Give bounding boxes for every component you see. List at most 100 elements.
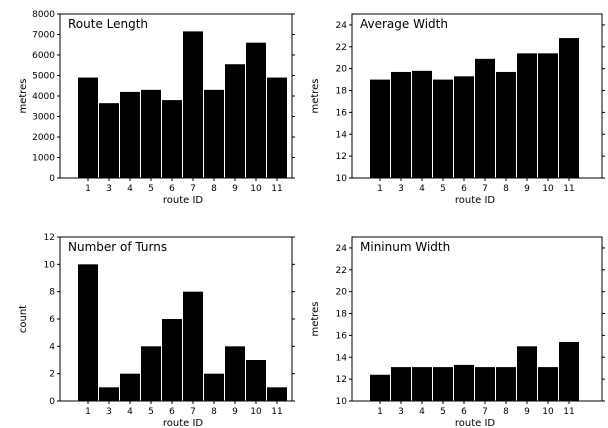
bar-3 (391, 367, 411, 401)
plot-frame (351, 236, 603, 402)
chart-panel-4: 1 3 4 5 6 7 8 9 10 11 10 12 14 16 18 20 22 24 Mininum Widt… (310, 236, 605, 428)
bar-4 (412, 70, 432, 178)
x-tick-label: 8 (211, 184, 217, 194)
bar-1 (370, 374, 390, 401)
x-tick-label: 10 (542, 407, 554, 417)
x-tick-label: 3 (106, 407, 112, 417)
bar-10 (538, 367, 558, 401)
bar-6 (162, 100, 182, 178)
y-tick-label: 12 (336, 152, 347, 162)
x-tick-label: 11 (271, 407, 282, 417)
y-tick-label: 18 (336, 87, 348, 97)
x-axis-label: route ID (455, 418, 496, 428)
x-tick-label: 9 (524, 184, 530, 194)
bar-10 (538, 53, 558, 178)
x-tick-label: 9 (232, 184, 238, 194)
x-tick-label: 9 (232, 407, 238, 417)
x-tick-label: 3 (398, 184, 404, 194)
y-tick-label: 6000 (32, 51, 55, 61)
y-tick-label: 12 (44, 233, 55, 243)
bar-3 (99, 103, 119, 178)
x-tick-label: 11 (271, 184, 282, 194)
bar-1 (370, 79, 390, 178)
y-tick-label: 0 (49, 174, 55, 184)
x-axis-label: route ID (163, 418, 204, 428)
x-tick-label: 3 (106, 184, 112, 194)
y-tick-label: 7000 (32, 31, 55, 41)
x-axis-label: route ID (163, 195, 204, 206)
panel-title: Average Width (360, 17, 448, 31)
x-tick-label: 8 (503, 407, 509, 417)
x-tick-label: 7 (482, 184, 488, 194)
x-tick-label: 4 (419, 407, 425, 417)
x-tick-label: 10 (250, 407, 262, 417)
x-tick-label: 6 (461, 407, 467, 417)
chart-panel-1: 1 3 4 5 6 7 8 9 10 11 0 1000 2000 3000 4000 5000 6000 700… (18, 10, 295, 206)
y-tick-label: 14 (336, 130, 348, 140)
y-tick-label: 1000 (32, 154, 55, 164)
chart-panel-3: 1 3 4 5 6 7 8 9 10 11 0 2 4 6 8 10 12 Number of Turns rout… (18, 233, 295, 428)
y-tick-label: 16 (336, 108, 348, 118)
x-tick-label: 4 (419, 184, 425, 194)
x-tick-label: 10 (542, 184, 554, 194)
x-tick-label: 7 (190, 184, 196, 194)
y-tick-label: 10 (44, 260, 56, 270)
panel-title: Route Length (68, 17, 148, 31)
x-tick-label: 1 (377, 184, 383, 194)
y-tick-label: 4 (49, 342, 55, 352)
y-tick-label: 20 (336, 65, 348, 75)
x-tick-label: 7 (482, 407, 488, 417)
plot-frame (351, 13, 603, 179)
x-tick-label: 8 (211, 407, 217, 417)
bar-9 (225, 64, 245, 178)
y-tick-label: 5000 (32, 72, 55, 82)
panel-title: Number of Turns (68, 240, 167, 254)
y-axis-label: metres (310, 301, 321, 336)
bar-7 (475, 58, 495, 178)
x-tick-label: 9 (524, 407, 530, 417)
x-tick-label: 4 (127, 407, 133, 417)
y-axis-label: count (18, 305, 29, 333)
y-tick-label: 20 (336, 288, 348, 298)
y-tick-label: 3000 (32, 113, 55, 123)
y-tick-label: 24 (336, 244, 348, 254)
bar-10 (246, 42, 266, 179)
x-tick-label: 5 (440, 184, 446, 194)
bar-9 (225, 346, 245, 401)
y-tick-label: 12 (336, 375, 347, 385)
x-tick-label: 10 (250, 184, 262, 194)
bar-1 (78, 77, 98, 178)
bar-8 (496, 367, 516, 401)
x-tick-label: 6 (169, 184, 175, 194)
bar-10 (246, 360, 266, 401)
y-tick-label: 16 (336, 331, 348, 341)
x-tick-label: 5 (148, 184, 154, 194)
y-tick-label: 6 (49, 315, 55, 325)
bar-6 (162, 319, 182, 401)
x-axis-label: route ID (455, 195, 496, 206)
bar-3 (391, 71, 411, 178)
bar-11 (267, 387, 287, 401)
y-tick-label: 18 (336, 310, 348, 320)
x-tick-label: 11 (563, 184, 574, 194)
chart-panel-2: 1 3 4 5 6 7 8 9 10 11 10 12 14 16 18 20 22 24 Average Widt… (310, 13, 605, 206)
bar-11 (267, 77, 287, 178)
bar-8 (496, 71, 516, 178)
bar-7 (183, 31, 203, 178)
bar-4 (120, 373, 140, 401)
bar-8 (204, 89, 224, 178)
x-tick-label: 8 (503, 184, 509, 194)
y-tick-label: 22 (336, 266, 347, 276)
bar-5 (141, 89, 161, 178)
bar-7 (183, 291, 203, 401)
x-tick-label: 1 (85, 184, 91, 194)
y-tick-label: 2 (49, 370, 55, 380)
bar-11 (559, 341, 579, 401)
bar-11 (559, 38, 579, 179)
y-tick-label: 14 (336, 353, 348, 363)
bar-1 (78, 264, 98, 401)
y-tick-label: 10 (336, 397, 348, 407)
y-tick-label: 0 (49, 397, 55, 407)
x-tick-label: 11 (563, 407, 574, 417)
y-axis-label: metres (18, 78, 29, 113)
